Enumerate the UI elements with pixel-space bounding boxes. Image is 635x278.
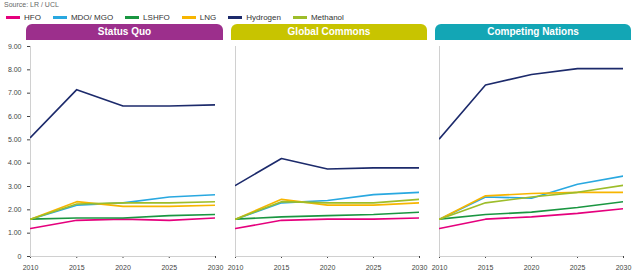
svg-text:2010: 2010 — [23, 264, 39, 271]
svg-text:2020: 2020 — [115, 264, 131, 271]
svg-text:2020: 2020 — [320, 264, 336, 271]
svg-text:9.00: 9.00 — [8, 43, 22, 50]
svg-text:7.00: 7.00 — [8, 89, 22, 96]
svg-text:4.00: 4.00 — [8, 159, 22, 166]
svg-text:2015: 2015 — [478, 264, 494, 271]
svg-text:8.00: 8.00 — [8, 66, 22, 73]
svg-text:2025: 2025 — [161, 264, 177, 271]
svg-text:2020: 2020 — [524, 264, 540, 271]
html-text:Methanol: Methanol — [310, 12, 344, 22]
svg-text:2030: 2030 — [208, 264, 224, 271]
svg-text:2030: 2030 — [616, 264, 632, 271]
html-text:Competing Nations: Competing Nations — [487, 26, 579, 37]
svg-text:2015: 2015 — [274, 264, 290, 271]
html-text:Global Commons: Global Commons — [287, 26, 371, 37]
html-text:LNG: LNG — [199, 12, 217, 22]
svg-text:2010: 2010 — [228, 264, 244, 271]
svg-text:1.00: 1.00 — [8, 229, 22, 236]
svg-text:2015: 2015 — [69, 264, 85, 271]
svg-text:2025: 2025 — [366, 264, 382, 271]
html-text:Source: LR / UCL: Source: LR / UCL — [4, 1, 59, 8]
svg-text:3.00: 3.00 — [8, 183, 22, 190]
html-text:Hydrogen: Hydrogen — [246, 12, 281, 22]
svg-text:0: 0 — [18, 253, 22, 260]
svg-text:6.00: 6.00 — [8, 113, 22, 120]
svg-text:2010: 2010 — [432, 264, 448, 271]
html-text:Status Quo: Status Quo — [97, 26, 152, 37]
svg-text:2.00: 2.00 — [8, 206, 22, 213]
html-text:HFO: HFO — [24, 12, 41, 22]
html-text:MDO/ MGO: MDO/ MGO — [70, 12, 114, 22]
html-text:LSHFO: LSHFO — [143, 12, 170, 22]
svg-text:2030: 2030 — [412, 264, 428, 271]
svg-text:2025: 2025 — [570, 264, 586, 271]
svg-text:5.00: 5.00 — [8, 136, 22, 143]
